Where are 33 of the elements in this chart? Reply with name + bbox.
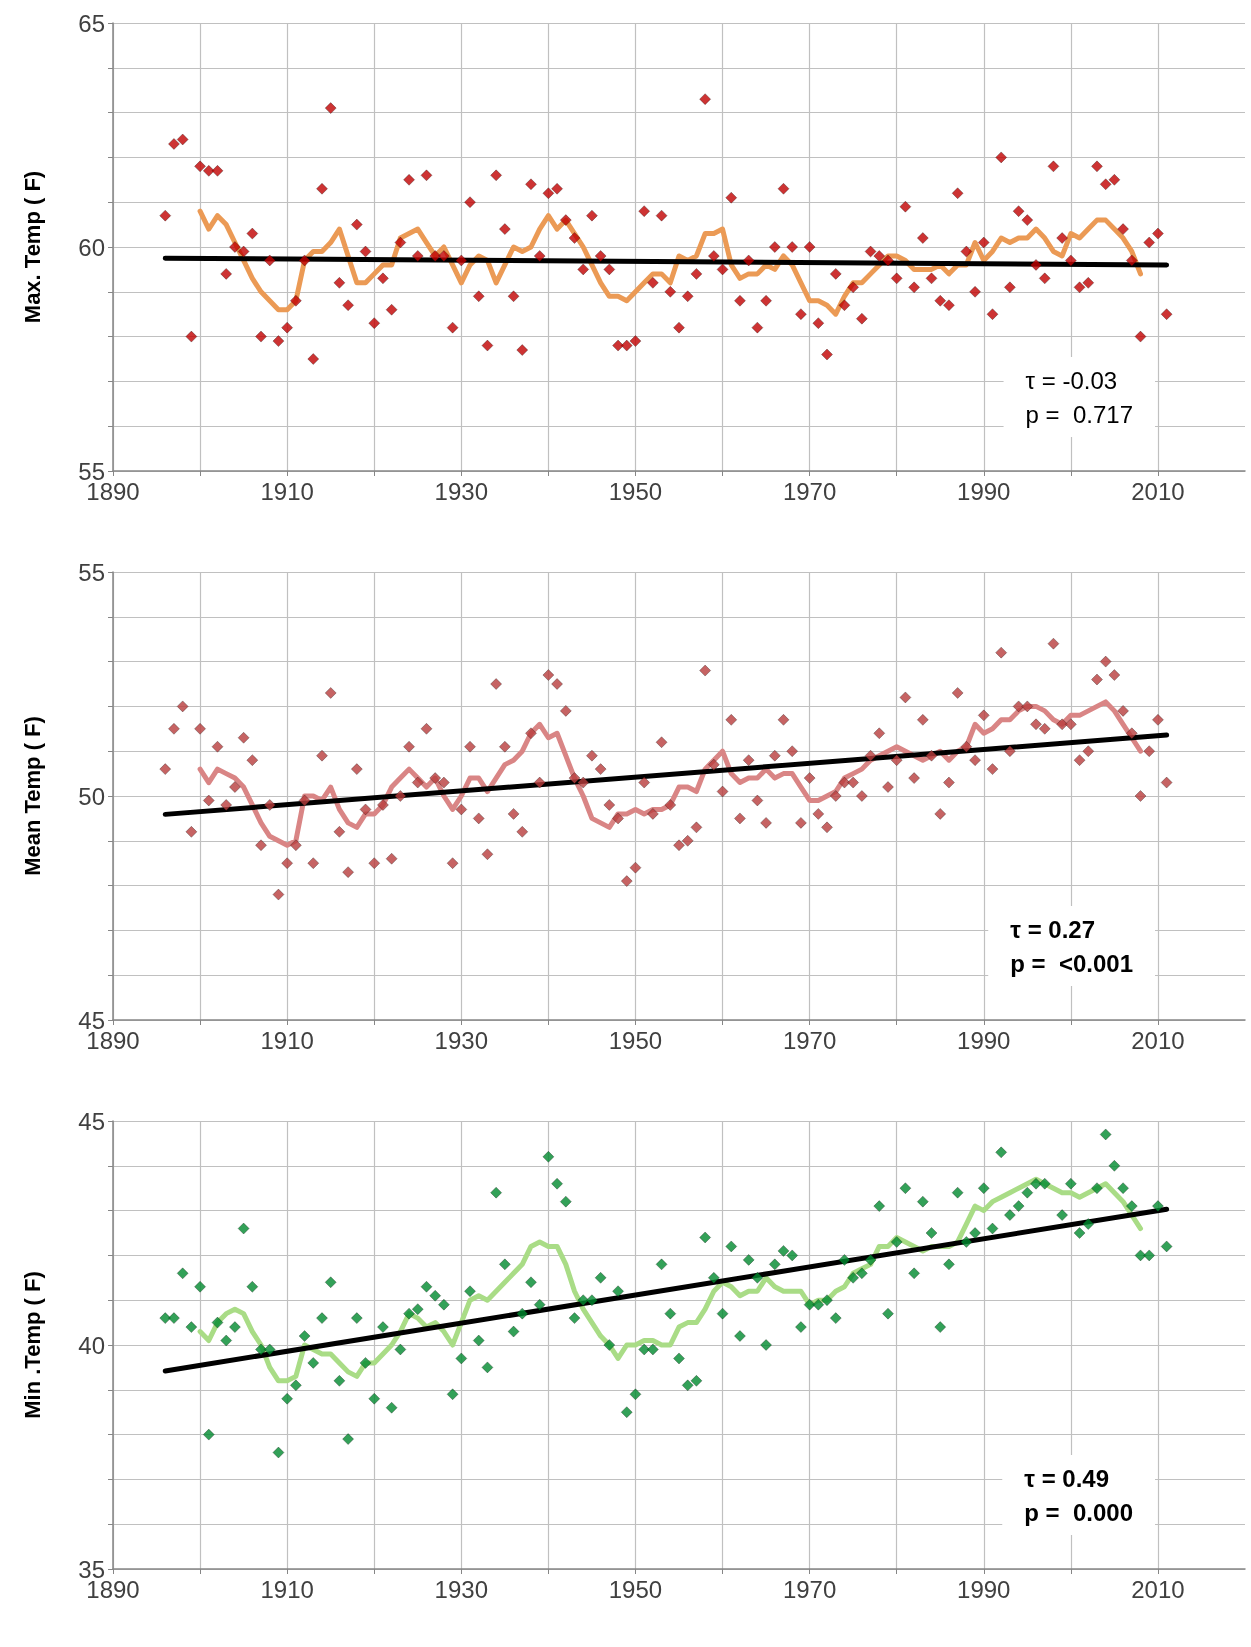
x-tick-label: 1910 xyxy=(260,1026,314,1054)
y-axis-title: Mean Temp ( F) xyxy=(19,716,45,876)
y-tick-label: 50 xyxy=(78,782,105,810)
x-tick-label: 1990 xyxy=(957,1026,1011,1054)
y-tick-label: 55 xyxy=(78,558,105,586)
x-tick-label: 1910 xyxy=(260,477,314,505)
y-tick-label: 40 xyxy=(78,1331,105,1359)
x-tick-label: 2010 xyxy=(1131,477,1185,505)
annotation: p = 0.000 xyxy=(1024,1498,1134,1526)
x-tick-label: 1950 xyxy=(608,1575,663,1603)
x-tick-label: 1950 xyxy=(608,1026,663,1054)
y-axis-title: Min .Temp ( F) xyxy=(19,1271,45,1419)
x-tick-label: 1910 xyxy=(260,1575,314,1603)
x-tick-label: 1930 xyxy=(434,1026,488,1054)
y-tick-label: 45 xyxy=(78,1107,105,1135)
x-tick-label: 1990 xyxy=(957,1575,1011,1603)
y-tick-label: 65 xyxy=(78,9,105,37)
x-tick-label: 1950 xyxy=(608,477,663,505)
annotation: p = 0.717 xyxy=(1025,400,1134,428)
x-tick-label: 1970 xyxy=(782,477,837,505)
annotation: τ = -0.03 xyxy=(1025,366,1118,394)
y-tick-label: 60 xyxy=(78,233,105,261)
x-tick-label: 1930 xyxy=(434,477,488,505)
annotation: p = <0.001 xyxy=(1010,949,1134,977)
x-tick-label: 1930 xyxy=(434,1575,488,1603)
x-tick-label: 1970 xyxy=(782,1026,837,1054)
annotation: τ = 0.27 xyxy=(1010,915,1096,943)
x-tick-label: 1970 xyxy=(782,1575,837,1603)
x-tick-label: 1990 xyxy=(957,477,1011,505)
x-tick-label: 2010 xyxy=(1131,1575,1185,1603)
annotation: τ = 0.49 xyxy=(1024,1464,1110,1492)
x-tick-label: 2010 xyxy=(1131,1026,1185,1054)
y-axis-title: Max. Temp ( F) xyxy=(19,170,45,324)
